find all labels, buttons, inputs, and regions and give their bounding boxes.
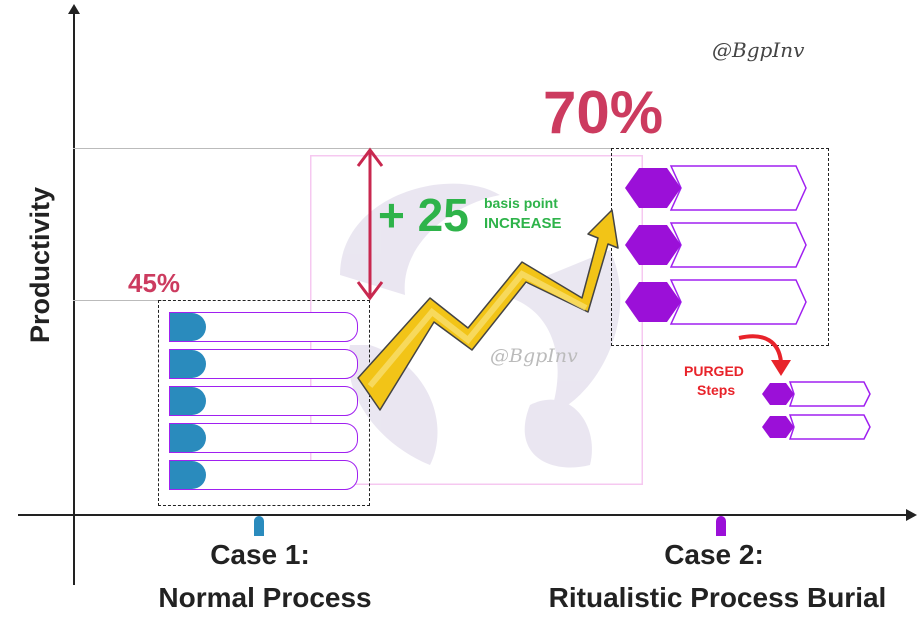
reference-line-45 [73,300,163,301]
increase-double-arrow [356,147,384,301]
case1-step-bar [169,312,358,342]
case1-step-bar [169,423,358,453]
case2-steps [625,165,807,325]
increase-value: + 25 [378,189,469,241]
growth-zigzag-arrow [357,209,619,411]
case1-percent: 45% [128,268,181,298]
purged-steps [762,381,871,440]
case1-step-marker [170,424,206,452]
case2-percent: 70% [543,79,664,146]
case1-step-marker [170,313,206,341]
purged-label-line1: PURGED [684,363,744,379]
case2-steps-box [611,148,829,346]
case1-title: Case 1: [210,539,310,570]
watermark-top: @BgpInv [712,38,805,62]
case1-steps-box [158,300,370,506]
y-axis-label: Productivity [25,186,55,343]
case2-title: Case 2: [664,539,764,570]
increase-caption-line2: INCREASE [484,215,562,232]
case1-step-bar [169,386,358,416]
case1-step-marker [170,387,206,415]
increase-caption-line1: basis point [484,195,558,211]
case2-step [625,222,807,268]
x-axis [18,514,911,516]
purged-label-line2: Steps [697,382,736,398]
case2-subtitle: Ritualistic Process Burial [548,582,887,613]
case1-step-bar [169,349,358,379]
y-axis-arrowhead [68,4,80,14]
case1-step-bar [169,460,358,490]
case1-step-marker [170,461,206,489]
watermark-center: @BgpInv [490,345,578,367]
x-axis-arrowhead [906,509,917,521]
case1-axis-tick [254,516,264,536]
case2-step [625,165,807,211]
y-axis [73,10,75,585]
reference-line-70 [73,148,613,149]
purged-curved-arrow [738,334,791,376]
case2-axis-tick [716,516,726,536]
case1-subtitle: Normal Process [158,582,372,613]
purged-step [762,414,871,440]
case1-step-marker [170,350,206,378]
case2-step [625,279,807,325]
purged-step [762,381,871,407]
